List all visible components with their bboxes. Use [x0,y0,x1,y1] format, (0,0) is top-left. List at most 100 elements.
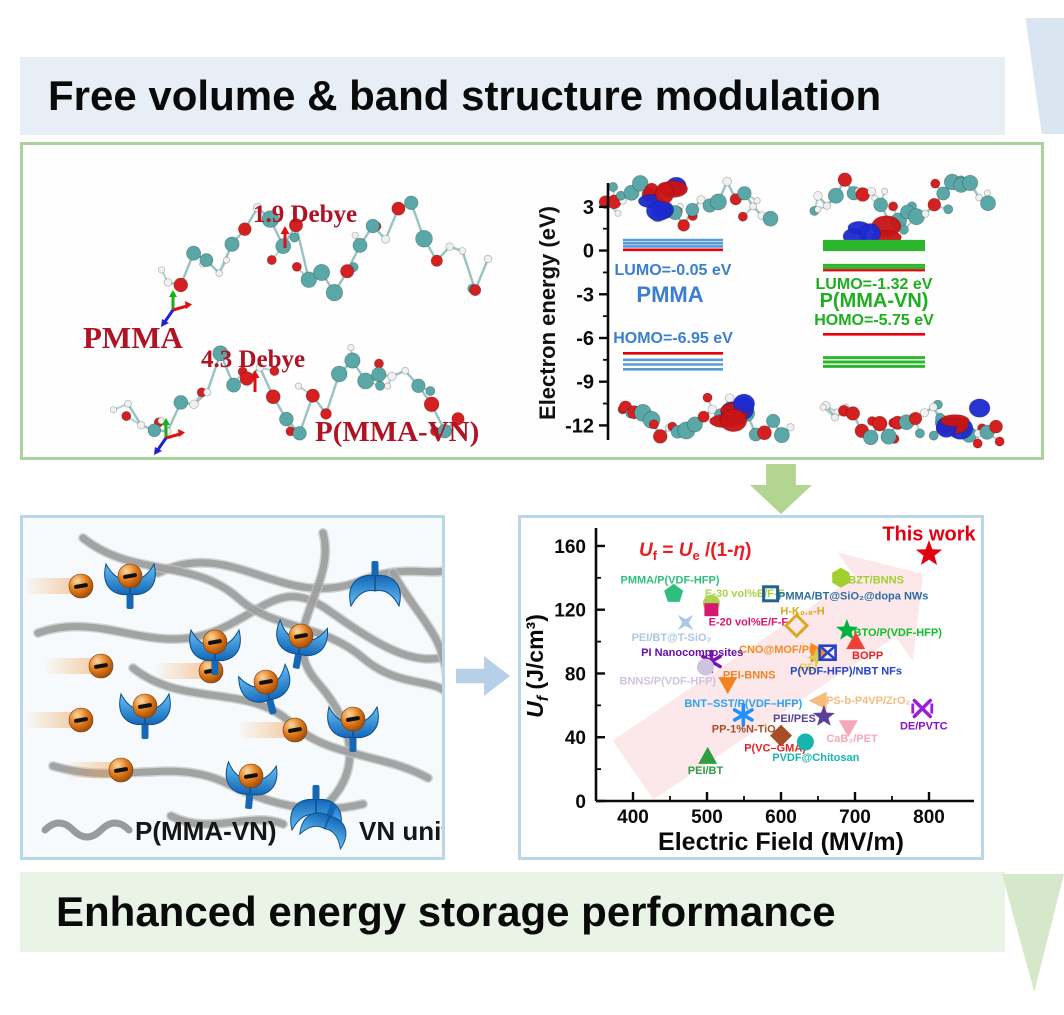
pmma-label: PMMA [83,320,183,355]
label-pvdf-chitosan: PVDF@Chitosan [772,752,859,764]
atom [919,408,929,418]
atom [451,412,465,426]
y-tick-label: 120 [554,601,586,622]
vn-diagram-name: P(MMA-VN) [820,290,929,312]
coordinate-axes-icon [161,290,192,327]
molecular-figure: PMMA 1.9 Debye 4.3 Debye P(MMA-VN) 3 0 -3 -… [83,172,1005,455]
triangle-down-marker [838,720,858,738]
atom [292,426,307,441]
energy-density-chart: 400 500 600 700 800 0 40 80 120 160 PMMA/P(VDF-HF… [522,523,977,856]
bottom-banner: Enhanced energy storage performance [20,872,1005,952]
label-ps-b-p4vp-zro2: PS-b-P4VP/ZrO₂ [826,695,910,707]
electron-trail [23,712,81,728]
dipole-arrow-icon [250,370,260,392]
atom [137,421,146,430]
label-this-work: This work [882,523,976,545]
atom [880,187,889,195]
polymer-chain [34,593,442,663]
electron [23,573,94,599]
electron [340,706,366,732]
claw-stem [211,658,219,675]
atom [391,201,406,216]
atom [786,423,795,432]
atom [330,365,348,383]
orbital-lobe [732,393,755,414]
atom [266,255,277,265]
minus-sign [294,633,308,639]
point-e-20-vol-e-f-f [704,603,719,617]
atom [365,218,380,234]
orbital-lobe [719,408,748,432]
electron-trail [43,658,101,674]
molecule-structure [158,195,493,302]
atom [907,208,925,226]
axis-red-head [185,301,192,309]
atom [753,197,761,205]
electron-trail [153,663,211,679]
atom [445,242,454,251]
claw-stem [326,802,337,819]
molecule-structure [617,392,795,444]
claw-stem [292,651,303,669]
point-pei-pes [812,705,835,726]
atom [269,365,280,376]
x-tick-label: 400 [617,807,649,828]
atom [648,419,659,430]
atom [737,211,748,222]
atom [827,187,844,204]
electron [43,653,114,679]
atom [914,428,925,439]
point-bnt-sst-p-vdf-hfp- [732,703,754,727]
axis-green-head [169,290,177,297]
box-diag [818,644,837,661]
atom [199,253,214,268]
point-cab2-pet [838,720,858,738]
minus-sign [208,639,222,645]
atom [927,198,942,212]
label-p-vc-gma-: P(VC–GMA) [744,743,806,755]
open-square-marker [762,585,780,603]
label-pei-pes: PEI/PES [773,713,816,725]
atom [212,345,229,362]
energy-tick-label: -12 [565,415,594,437]
atom [483,254,493,264]
triangle-left-marker [808,691,827,710]
atom [401,366,410,375]
trap-scheme-figure: P(MMA-VN) VN unit [23,528,442,851]
atom [930,178,941,189]
atom [347,343,355,352]
label-pei-bnns: PEI-BNNS [723,669,776,681]
atom [962,174,979,191]
atom [252,203,263,213]
vn-homo-label: HOMO=-5.75 eV [814,312,934,329]
atom [722,176,732,187]
molecule-structure [809,172,996,235]
box [818,644,837,661]
x-tick-label: 500 [691,807,723,828]
claw-stem [141,722,149,739]
diamond-marker [770,724,792,747]
point-p-vdf-hfp-nbt-nfs [818,644,837,661]
atom [737,186,752,201]
atom [425,386,436,396]
bottom-arrow-wedge [1002,874,1064,992]
point-h-k0-8-h [783,612,810,639]
atom [757,425,772,441]
atom [855,187,870,202]
atom [631,175,649,192]
minus-sign [74,583,88,589]
vn-dipole-label: 4.3 Debye [201,346,305,373]
point-pei [806,647,827,668]
atom [215,269,223,277]
atom [707,404,718,415]
hexagon-marker [832,567,850,588]
claw-stem [266,697,277,715]
x-stroke [912,698,932,719]
atom [279,411,294,427]
label-cab2-pet: CaB₂/PET [826,733,878,745]
bond [294,224,310,280]
top-banner-title: Free volume & band structure modulation [48,72,882,119]
energy-tick-label: -3 [576,284,594,306]
atom [608,182,619,192]
